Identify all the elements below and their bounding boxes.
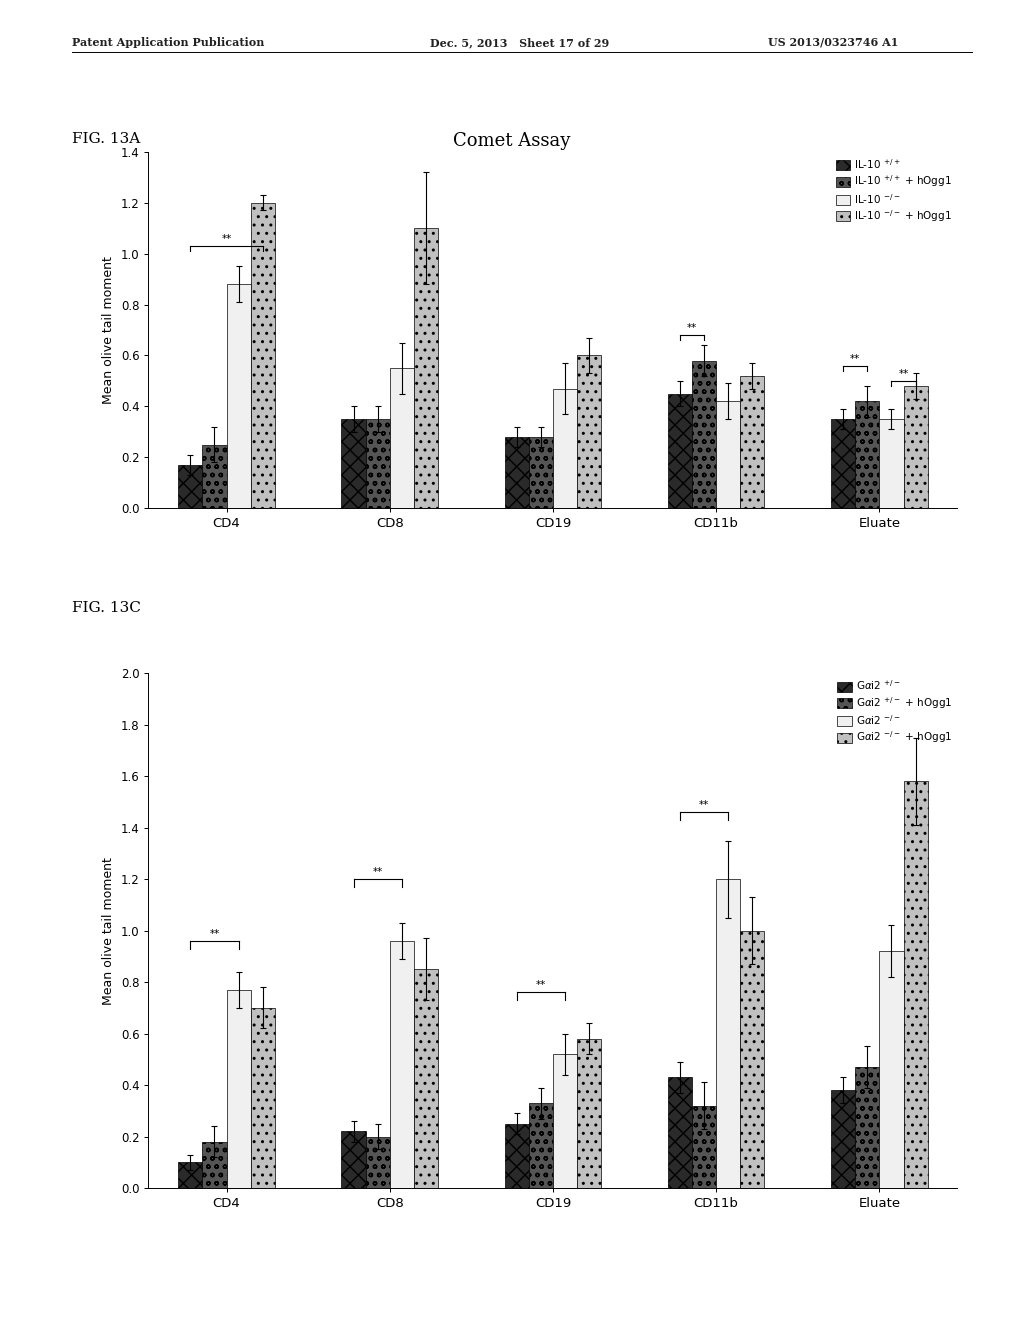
Bar [203, 445, 226, 508]
Bar [178, 1162, 203, 1188]
Bar [903, 781, 928, 1188]
Text: **: ** [898, 370, 908, 379]
Bar [505, 1123, 528, 1188]
Text: **: ** [209, 928, 219, 939]
Bar [366, 1137, 390, 1188]
Bar [740, 376, 765, 508]
Text: FIG. 13A: FIG. 13A [72, 132, 140, 147]
Bar [341, 1131, 366, 1188]
Bar [668, 1077, 692, 1188]
Bar [855, 1067, 880, 1188]
Y-axis label: Mean olive tail moment: Mean olive tail moment [102, 256, 115, 404]
Bar [414, 228, 438, 508]
Text: FIG. 13C: FIG. 13C [72, 601, 140, 615]
Bar [414, 969, 438, 1188]
Text: **: ** [373, 867, 383, 876]
Bar [390, 368, 414, 508]
Bar [716, 401, 740, 508]
Bar [341, 420, 366, 508]
Text: Dec. 5, 2013   Sheet 17 of 29: Dec. 5, 2013 Sheet 17 of 29 [430, 37, 609, 48]
Bar [903, 385, 928, 508]
Text: **: ** [699, 800, 710, 810]
Text: **: ** [850, 354, 860, 364]
Bar [668, 393, 692, 508]
Bar [553, 388, 578, 508]
Bar [578, 1039, 601, 1188]
Legend: G$\alpha$i2 $^{+/-}$, G$\alpha$i2 $^{+/-}$ + hOgg1, G$\alpha$i2 $^{-/-}$, G$\alp: G$\alpha$i2 $^{+/-}$, G$\alpha$i2 $^{+/-… [835, 676, 954, 747]
Text: **: ** [687, 323, 697, 334]
Bar [716, 879, 740, 1188]
Bar [692, 1106, 716, 1188]
Bar [578, 355, 601, 508]
Bar [880, 420, 903, 508]
Bar [528, 1104, 553, 1188]
Bar [692, 360, 716, 508]
Bar [390, 941, 414, 1188]
Text: Comet Assay: Comet Assay [454, 132, 570, 150]
Bar [505, 437, 528, 508]
Bar [528, 437, 553, 508]
Legend: IL-10 $^{+/+}$, IL-10 $^{+/+}$ + hOgg1, IL-10 $^{-/-}$, IL-10 $^{-/-}$ + hOgg1: IL-10 $^{+/+}$, IL-10 $^{+/+}$ + hOgg1, … [834, 154, 954, 226]
Bar [831, 1090, 855, 1188]
Text: US 2013/0323746 A1: US 2013/0323746 A1 [768, 37, 898, 48]
Bar [203, 1142, 226, 1188]
Bar [553, 1055, 578, 1188]
Text: **: ** [221, 235, 231, 244]
Bar [831, 420, 855, 508]
Bar [855, 401, 880, 508]
Text: **: ** [536, 979, 546, 990]
Bar [740, 931, 765, 1188]
Y-axis label: Mean olive tail moment: Mean olive tail moment [102, 857, 115, 1005]
Bar [226, 284, 251, 508]
Bar [366, 420, 390, 508]
Bar [226, 990, 251, 1188]
Bar [880, 952, 903, 1188]
Text: Patent Application Publication: Patent Application Publication [72, 37, 264, 48]
Bar [251, 203, 274, 508]
Bar [251, 1008, 274, 1188]
Bar [178, 465, 203, 508]
